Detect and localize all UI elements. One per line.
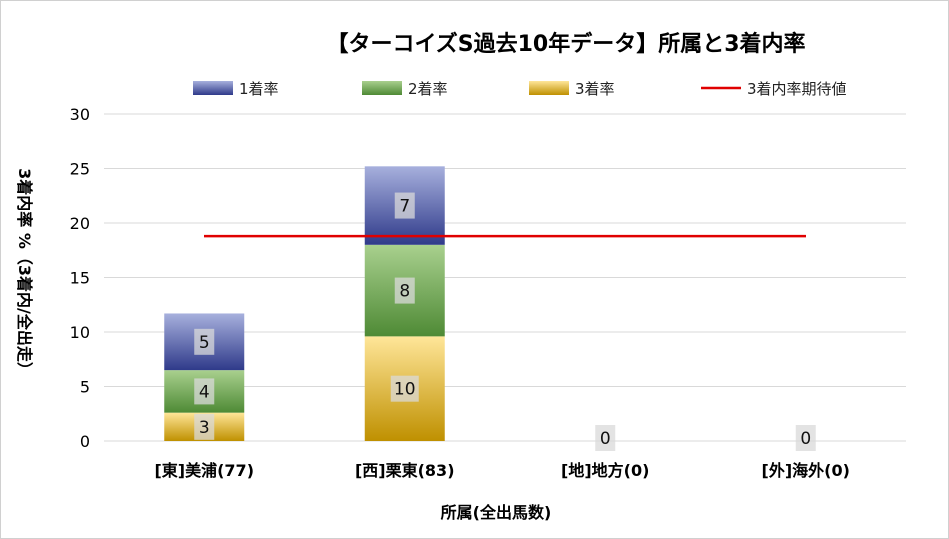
- data-label: 0: [800, 429, 811, 449]
- data-labels: 3 4 5 10 8 7 0 0: [194, 192, 816, 451]
- legend-3rd-rate-label: 3着率: [575, 80, 615, 98]
- data-label-box: [194, 328, 215, 355]
- data-label: 0: [600, 429, 611, 449]
- legend-3rd-rate-swatch: [529, 81, 569, 95]
- data-label: 3: [199, 418, 210, 438]
- data-label-box: [795, 425, 816, 451]
- legend-expectation-label: 3着内率期待値: [747, 80, 847, 98]
- legend-2nd-rate-label: 2着率: [408, 80, 448, 98]
- data-label-box: [595, 425, 616, 451]
- data-label: 7: [399, 197, 410, 217]
- legend-1st-rate-swatch: [193, 81, 233, 95]
- y-tick-label: 20: [70, 214, 90, 233]
- x-category-label: [地]地方(0): [561, 461, 649, 480]
- data-label-box: [390, 375, 419, 402]
- data-label-box: [394, 277, 415, 304]
- y-tick-label: 15: [70, 269, 90, 288]
- data-label: 4: [199, 382, 210, 402]
- legend: 1着率 2着率 3着率 3着内率期待値: [193, 80, 847, 98]
- data-label: 5: [199, 333, 210, 353]
- x-axis-title: 所属(全出馬数): [441, 503, 552, 522]
- x-category-label: [西]栗東(83): [355, 461, 455, 480]
- x-category-label: [外]海外(0): [762, 461, 850, 480]
- chart-title: 【ターコイズS過去10年データ】所属と3着内率: [326, 31, 805, 57]
- data-label-box: [394, 192, 415, 219]
- x-axis-categories: [東]美浦(77) [西]栗東(83) [地]地方(0) [外]海外(0): [154, 461, 849, 480]
- data-label-box: [194, 378, 215, 405]
- y-tick-label: 5: [80, 378, 90, 397]
- data-label: 10: [394, 380, 416, 400]
- y-axis-title: 3着内率 %（3着内/全出走）: [15, 168, 34, 378]
- y-tick-label: 0: [80, 432, 90, 451]
- y-tick-label: 30: [70, 105, 90, 124]
- legend-1st-rate-label: 1着率: [239, 80, 279, 98]
- x-category-label: [東]美浦(77): [154, 461, 254, 480]
- y-tick-label: 25: [70, 160, 90, 179]
- legend-2nd-rate-swatch: [362, 81, 402, 95]
- data-label: 8: [399, 282, 410, 302]
- y-tick-label: 10: [70, 323, 90, 342]
- y-axis-ticks: 0 5 10 15 20 25 30: [70, 105, 90, 451]
- data-label-box: [194, 413, 215, 440]
